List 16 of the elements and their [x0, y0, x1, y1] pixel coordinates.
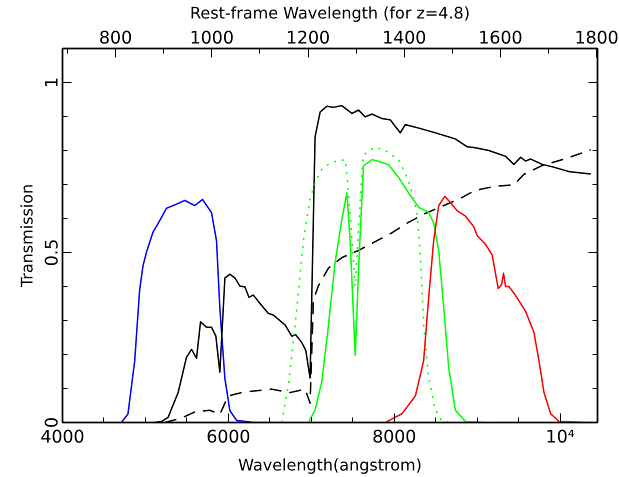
x2-tick-label: 1400 [382, 28, 426, 48]
x2-axis-title: Rest-frame Wavelength (for z=4.8) [190, 4, 470, 22]
x2-tick-label: 1000 [190, 28, 234, 48]
x-tick-label: 4000 [40, 428, 85, 448]
x-tick-label: 6000 [206, 428, 250, 448]
x-axis-title: Wavelength(angstrom) [238, 456, 422, 474]
y-tick-label: 0.5 [42, 238, 62, 266]
x2-tick-label: 1200 [286, 28, 330, 48]
x-tick-label: 8000 [372, 428, 416, 448]
y-tick-label: 0 [42, 416, 62, 428]
x-tick-label: 10⁴ [546, 428, 575, 448]
x2-tick-label: 800 [99, 28, 132, 48]
y-tick-label: 1 [42, 76, 62, 88]
y-axis-title: Transmission [18, 184, 36, 288]
x2-tick-label: 1800 [574, 28, 619, 48]
x2-tick-label: 1600 [478, 28, 523, 48]
